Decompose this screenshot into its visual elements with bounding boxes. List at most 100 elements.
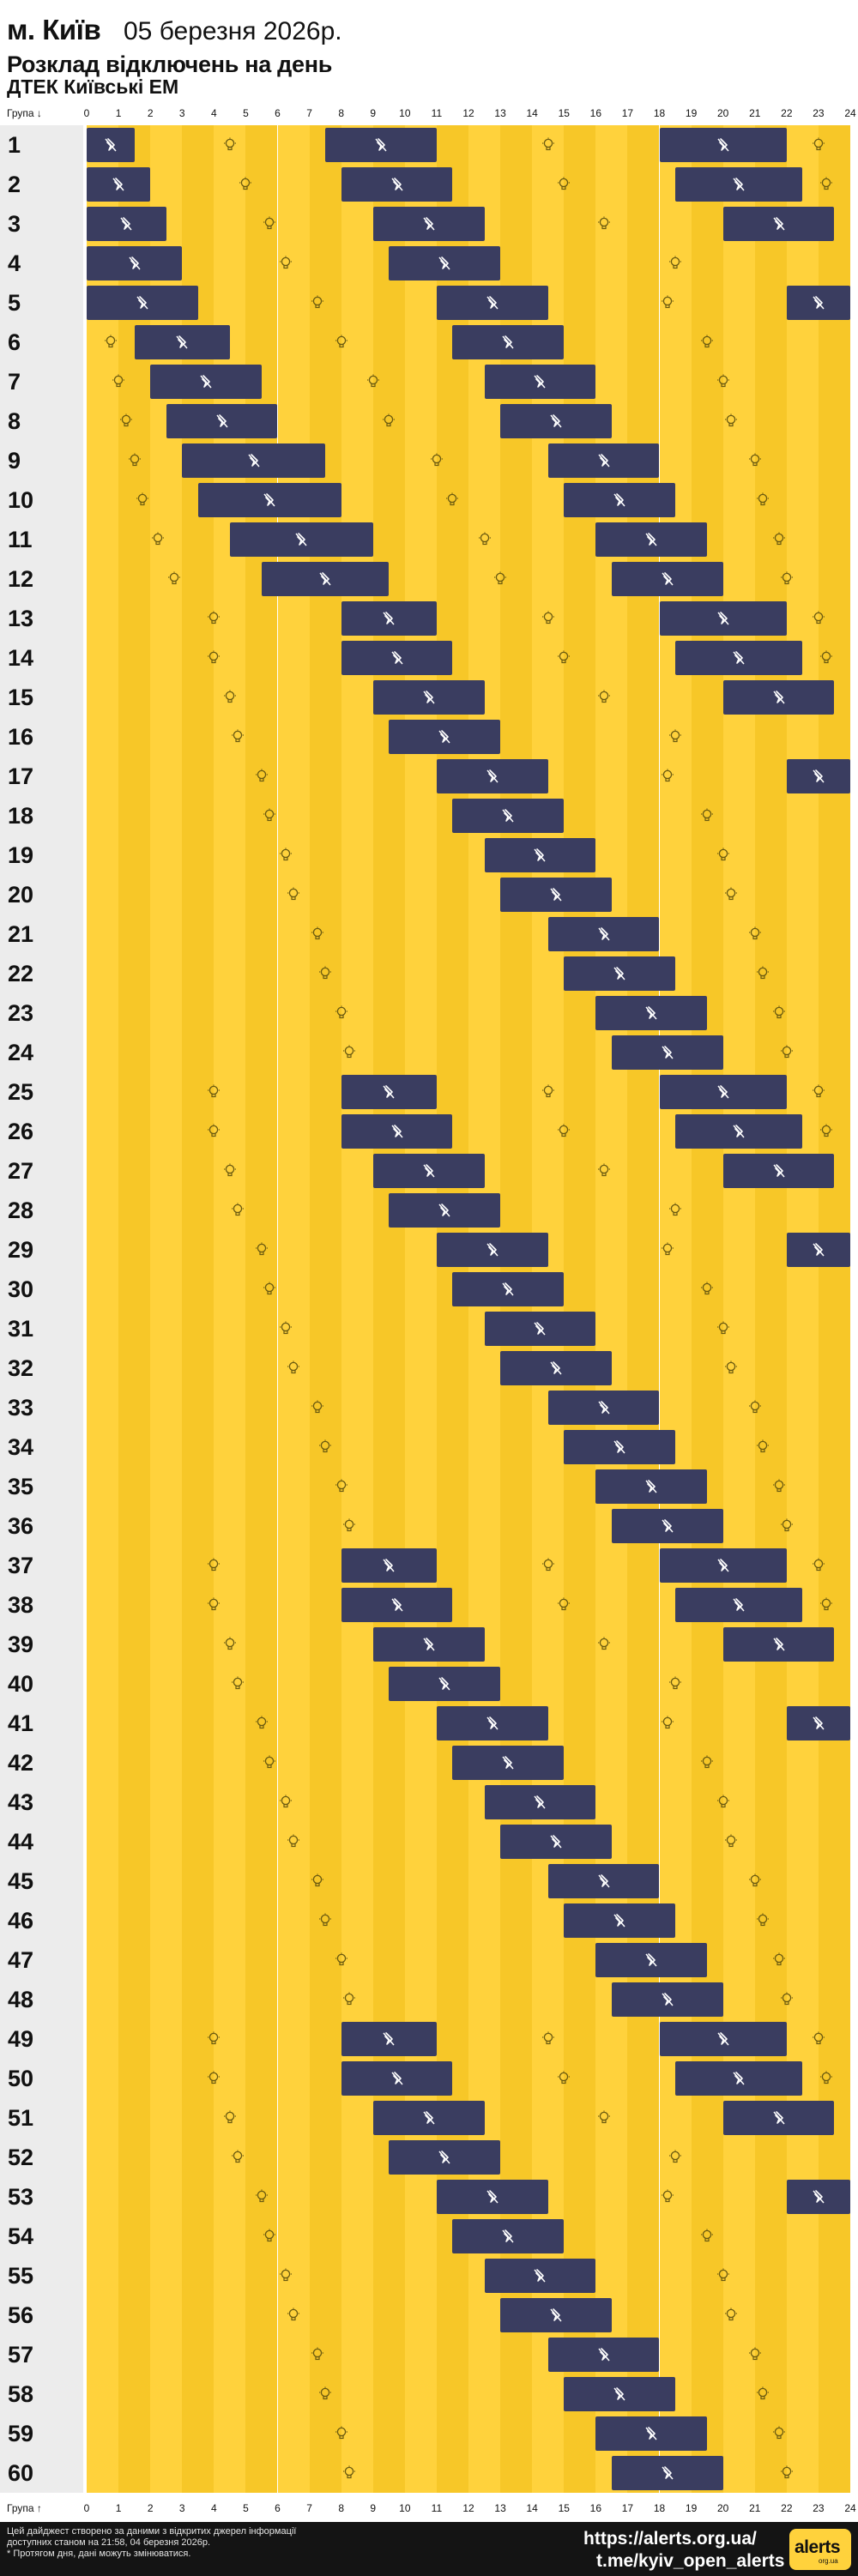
hour-tick: 22 bbox=[781, 107, 793, 119]
power-on-hour bbox=[722, 520, 755, 559]
group-number: 39 bbox=[0, 1625, 83, 1664]
power-on-hour bbox=[595, 2177, 628, 2217]
power-on-hour bbox=[118, 796, 151, 836]
power-on-hour bbox=[214, 2098, 246, 2138]
power-on-hour bbox=[118, 559, 151, 599]
hour-tick: 6 bbox=[275, 2502, 281, 2514]
group-number: 38 bbox=[0, 1585, 83, 1625]
power-on-hour bbox=[150, 1664, 183, 1704]
power-on-hour bbox=[564, 1191, 596, 1230]
power-on-hour bbox=[372, 1506, 405, 1546]
group-timeline bbox=[87, 1151, 850, 1191]
power-on-hour bbox=[532, 1546, 565, 1585]
power-on-hour bbox=[277, 1940, 310, 1980]
group-row: 40 bbox=[0, 1664, 858, 1704]
power-on-hour bbox=[754, 2453, 787, 2493]
group-timeline bbox=[87, 2295, 850, 2335]
bulb-icon bbox=[812, 611, 825, 626]
power-on-hour bbox=[182, 1625, 214, 1664]
power-on-hour bbox=[722, 1861, 755, 1901]
power-on-hour bbox=[595, 1546, 628, 1585]
power-on-hour bbox=[564, 1230, 596, 1270]
group-number: 52 bbox=[0, 2138, 83, 2177]
power-on-hour bbox=[691, 441, 723, 480]
power-on-hour bbox=[532, 480, 565, 520]
power-on-hour bbox=[564, 638, 596, 678]
power-on-hour bbox=[691, 914, 723, 954]
power-on-hour bbox=[341, 757, 373, 796]
power-on-hour bbox=[436, 2256, 468, 2295]
power-on-hour bbox=[87, 2335, 119, 2374]
power-off-icon bbox=[644, 1005, 658, 1021]
bulb-icon bbox=[700, 1755, 714, 1771]
outage-block bbox=[595, 1467, 708, 1506]
power-on-hour bbox=[627, 1546, 660, 1585]
power-on-hour bbox=[341, 2138, 373, 2177]
bulb-icon bbox=[287, 887, 300, 902]
power-on-hour bbox=[436, 520, 468, 559]
power-on-hour bbox=[627, 283, 660, 323]
alerts-logo[interactable]: alerts org.ua bbox=[789, 2529, 851, 2570]
power-on-hour bbox=[214, 875, 246, 914]
bulb-icon bbox=[207, 1558, 221, 1573]
power-on-hour bbox=[500, 125, 533, 165]
power-on-hour bbox=[118, 1822, 151, 1861]
power-on-hour bbox=[722, 1033, 755, 1072]
outage-block bbox=[341, 1546, 437, 1585]
power-on-hour bbox=[691, 954, 723, 993]
power-on-hour bbox=[818, 2414, 850, 2453]
outage-fill bbox=[341, 2022, 437, 2056]
power-on-hour bbox=[341, 2217, 373, 2256]
power-on-hour bbox=[372, 401, 405, 441]
power-on-hour bbox=[595, 1664, 628, 1704]
power-on-hour bbox=[214, 2335, 246, 2374]
power-on-hour bbox=[118, 1783, 151, 1822]
power-on-hour bbox=[691, 2256, 723, 2295]
power-on-hour bbox=[436, 1467, 468, 1506]
power-on-hour bbox=[722, 244, 755, 283]
power-on-hour bbox=[214, 1585, 246, 1625]
power-on-hour bbox=[277, 717, 310, 757]
bulb-icon bbox=[223, 2110, 237, 2126]
hour-tick: 18 bbox=[653, 107, 666, 119]
power-off-icon bbox=[390, 1124, 404, 1139]
power-off-icon bbox=[382, 611, 396, 626]
power-on-hour bbox=[214, 1467, 246, 1506]
power-on-hour bbox=[277, 875, 310, 914]
power-on-hour bbox=[118, 1585, 151, 1625]
outage-fill bbox=[341, 167, 453, 202]
power-on-hour bbox=[722, 2256, 755, 2295]
power-on-hour bbox=[500, 1112, 533, 1151]
group-number: 14 bbox=[0, 638, 83, 678]
group-number: 30 bbox=[0, 1270, 83, 1309]
power-on-hour bbox=[118, 480, 151, 520]
hour-tick: 2 bbox=[147, 2502, 154, 2514]
power-on-hour bbox=[722, 1348, 755, 1388]
telegram-link[interactable]: t.me/kyiv_open_alerts bbox=[596, 2551, 785, 2571]
power-on-hour bbox=[118, 954, 151, 993]
bulb-icon bbox=[255, 1716, 269, 1731]
power-on-hour bbox=[277, 1072, 310, 1112]
outage-fill bbox=[547, 1864, 660, 1898]
bulb-icon bbox=[382, 413, 396, 429]
power-on-hour bbox=[214, 1309, 246, 1348]
power-on-hour bbox=[87, 678, 119, 717]
power-on-hour bbox=[182, 559, 214, 599]
power-on-hour bbox=[150, 954, 183, 993]
outage-block bbox=[341, 165, 453, 204]
power-on-hour bbox=[659, 796, 692, 836]
bulb-icon bbox=[819, 1597, 833, 1613]
power-on-hour bbox=[150, 914, 183, 954]
schedule-date: 05 березня 2026р. bbox=[124, 17, 342, 45]
site-link[interactable]: https://alerts.org.ua/ bbox=[583, 2529, 757, 2549]
group-timeline bbox=[87, 2059, 850, 2098]
outage-fill bbox=[611, 562, 723, 596]
power-on-hour bbox=[341, 796, 373, 836]
power-on-hour bbox=[564, 1033, 596, 1072]
group-number: 59 bbox=[0, 2414, 83, 2453]
power-on-hour bbox=[245, 2335, 278, 2374]
power-on-hour bbox=[150, 1940, 183, 1980]
power-on-hour bbox=[87, 520, 119, 559]
outage-fill bbox=[484, 838, 596, 872]
group-row: 15 bbox=[0, 678, 858, 717]
